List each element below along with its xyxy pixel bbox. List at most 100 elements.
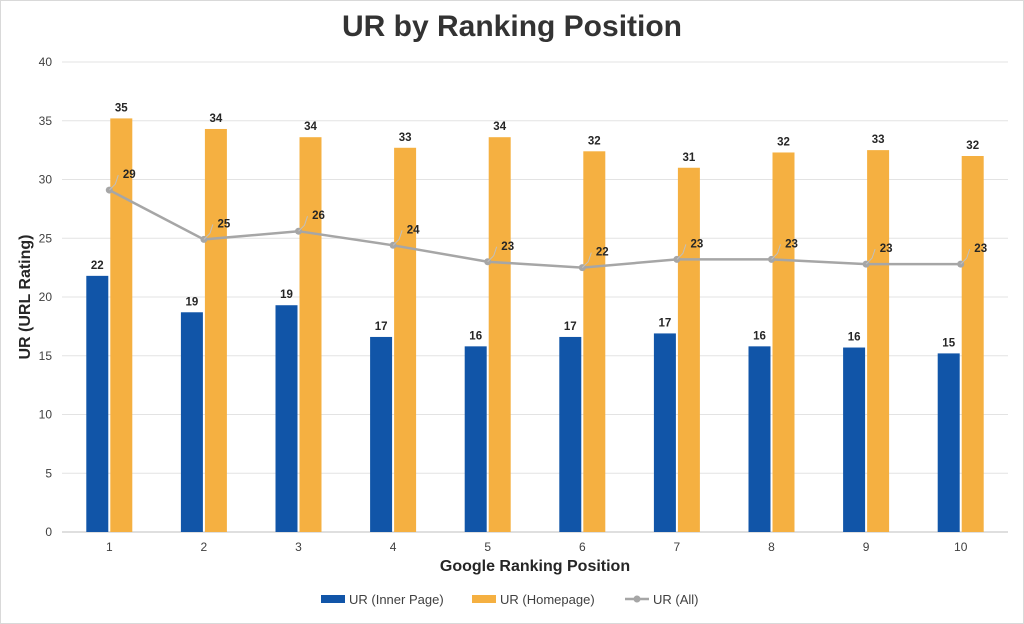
chart-title: UR by Ranking Position bbox=[341, 10, 683, 43]
x-axis-title: Google Ranking Position bbox=[440, 558, 630, 575]
bar bbox=[748, 346, 771, 532]
y-tick-label: 5 bbox=[45, 466, 52, 480]
x-tick-label: 7 bbox=[674, 540, 681, 554]
legend: UR (Inner Page) UR (Homepage) UR (All) bbox=[321, 592, 699, 607]
legend-item: UR (Homepage) bbox=[472, 592, 595, 607]
bar bbox=[583, 151, 606, 533]
data-label: 23 bbox=[501, 241, 514, 253]
leader-line bbox=[771, 244, 781, 260]
leader-line bbox=[865, 248, 876, 265]
bar bbox=[559, 336, 582, 532]
bar bbox=[180, 312, 203, 532]
x-tick-label: 6 bbox=[579, 540, 586, 554]
leader-line bbox=[298, 216, 308, 232]
data-label: 16 bbox=[848, 332, 861, 344]
bar bbox=[772, 152, 795, 532]
data-label: 22 bbox=[596, 247, 609, 259]
data-label: 34 bbox=[210, 113, 223, 125]
bar bbox=[110, 118, 133, 533]
data-label: 19 bbox=[280, 289, 293, 301]
data-label: 33 bbox=[399, 132, 412, 144]
leader-line bbox=[392, 230, 403, 246]
series-line bbox=[108, 188, 961, 269]
x-tick-label: 3 bbox=[295, 540, 302, 554]
data-label: 35 bbox=[115, 102, 128, 114]
x-tick-label: 10 bbox=[954, 540, 968, 554]
legend-label: UR (All) bbox=[653, 592, 699, 607]
data-label: 17 bbox=[375, 321, 388, 333]
bars bbox=[86, 118, 984, 533]
legend-swatch bbox=[321, 595, 345, 603]
data-label: 23 bbox=[880, 243, 893, 255]
x-tick-label: 1 bbox=[106, 540, 113, 554]
data-label: 32 bbox=[588, 135, 601, 147]
data-label: 26 bbox=[312, 210, 325, 222]
data-label: 15 bbox=[942, 337, 955, 349]
bar bbox=[677, 167, 700, 532]
data-label: 33 bbox=[872, 134, 885, 146]
data-label: 23 bbox=[691, 238, 704, 250]
bar bbox=[464, 346, 487, 532]
data-label: 34 bbox=[304, 121, 317, 133]
leader-line bbox=[581, 252, 592, 268]
data-label: 29 bbox=[123, 169, 136, 181]
bar bbox=[843, 347, 866, 532]
bar bbox=[867, 150, 890, 532]
legend-label: UR (Homepage) bbox=[500, 592, 595, 607]
data-label: 16 bbox=[469, 330, 482, 342]
x-axis-ticks: 1 2 3 4 5 6 7 8 9 10 bbox=[106, 540, 968, 554]
data-labels: 22 19 19 17 16 17 17 16 16 15 35 34 34 33 34 32 31 32 33 32… bbox=[91, 102, 987, 349]
y-tick-label: 10 bbox=[39, 408, 53, 422]
legend-item: UR (All) bbox=[625, 592, 699, 607]
leader-line bbox=[203, 224, 214, 240]
data-label: 25 bbox=[218, 218, 231, 230]
data-label: 19 bbox=[186, 296, 199, 308]
bar bbox=[299, 137, 322, 532]
x-tick-label: 8 bbox=[768, 540, 775, 554]
data-label: 34 bbox=[493, 121, 506, 133]
leader-line bbox=[487, 246, 498, 263]
y-tick-label: 35 bbox=[39, 114, 53, 128]
data-label: 16 bbox=[753, 330, 766, 342]
y-tick-label: 15 bbox=[39, 349, 53, 363]
bar bbox=[488, 137, 511, 532]
bar bbox=[937, 353, 960, 532]
data-label: 24 bbox=[407, 224, 420, 236]
line-series bbox=[105, 174, 971, 272]
bar bbox=[394, 147, 417, 532]
legend-label: UR (Inner Page) bbox=[349, 592, 444, 607]
leader-line bbox=[108, 174, 119, 191]
data-label: 32 bbox=[777, 136, 790, 148]
data-label: 23 bbox=[974, 243, 987, 255]
x-tick-label: 9 bbox=[863, 540, 870, 554]
y-tick-label: 0 bbox=[45, 525, 52, 539]
data-label: 17 bbox=[564, 321, 577, 333]
leader-line bbox=[676, 244, 687, 260]
bar bbox=[370, 336, 393, 532]
data-label: 17 bbox=[659, 317, 672, 329]
legend-item: UR (Inner Page) bbox=[321, 592, 444, 607]
y-tick-label: 20 bbox=[39, 290, 53, 304]
bar bbox=[204, 128, 227, 532]
bar bbox=[275, 305, 298, 532]
legend-swatch bbox=[472, 595, 496, 603]
data-label: 31 bbox=[683, 152, 696, 164]
y-tick-label: 25 bbox=[39, 231, 53, 245]
gridlines bbox=[62, 61, 1008, 533]
bar bbox=[86, 275, 109, 532]
data-label: 22 bbox=[91, 260, 104, 272]
bar bbox=[653, 333, 676, 532]
leader-line bbox=[960, 248, 971, 265]
y-tick-label: 40 bbox=[39, 55, 53, 69]
legend-marker bbox=[633, 595, 641, 603]
bar bbox=[961, 156, 984, 532]
x-tick-label: 4 bbox=[390, 540, 397, 554]
x-tick-label: 2 bbox=[201, 540, 208, 554]
x-tick-label: 5 bbox=[484, 540, 491, 554]
y-axis-ticks: 0 5 10 15 20 25 30 35 40 bbox=[39, 55, 53, 539]
data-label: 32 bbox=[966, 140, 979, 152]
y-axis-title: UR (URL Rating) bbox=[17, 234, 34, 359]
data-label: 23 bbox=[785, 238, 798, 250]
y-tick-label: 30 bbox=[39, 173, 53, 187]
